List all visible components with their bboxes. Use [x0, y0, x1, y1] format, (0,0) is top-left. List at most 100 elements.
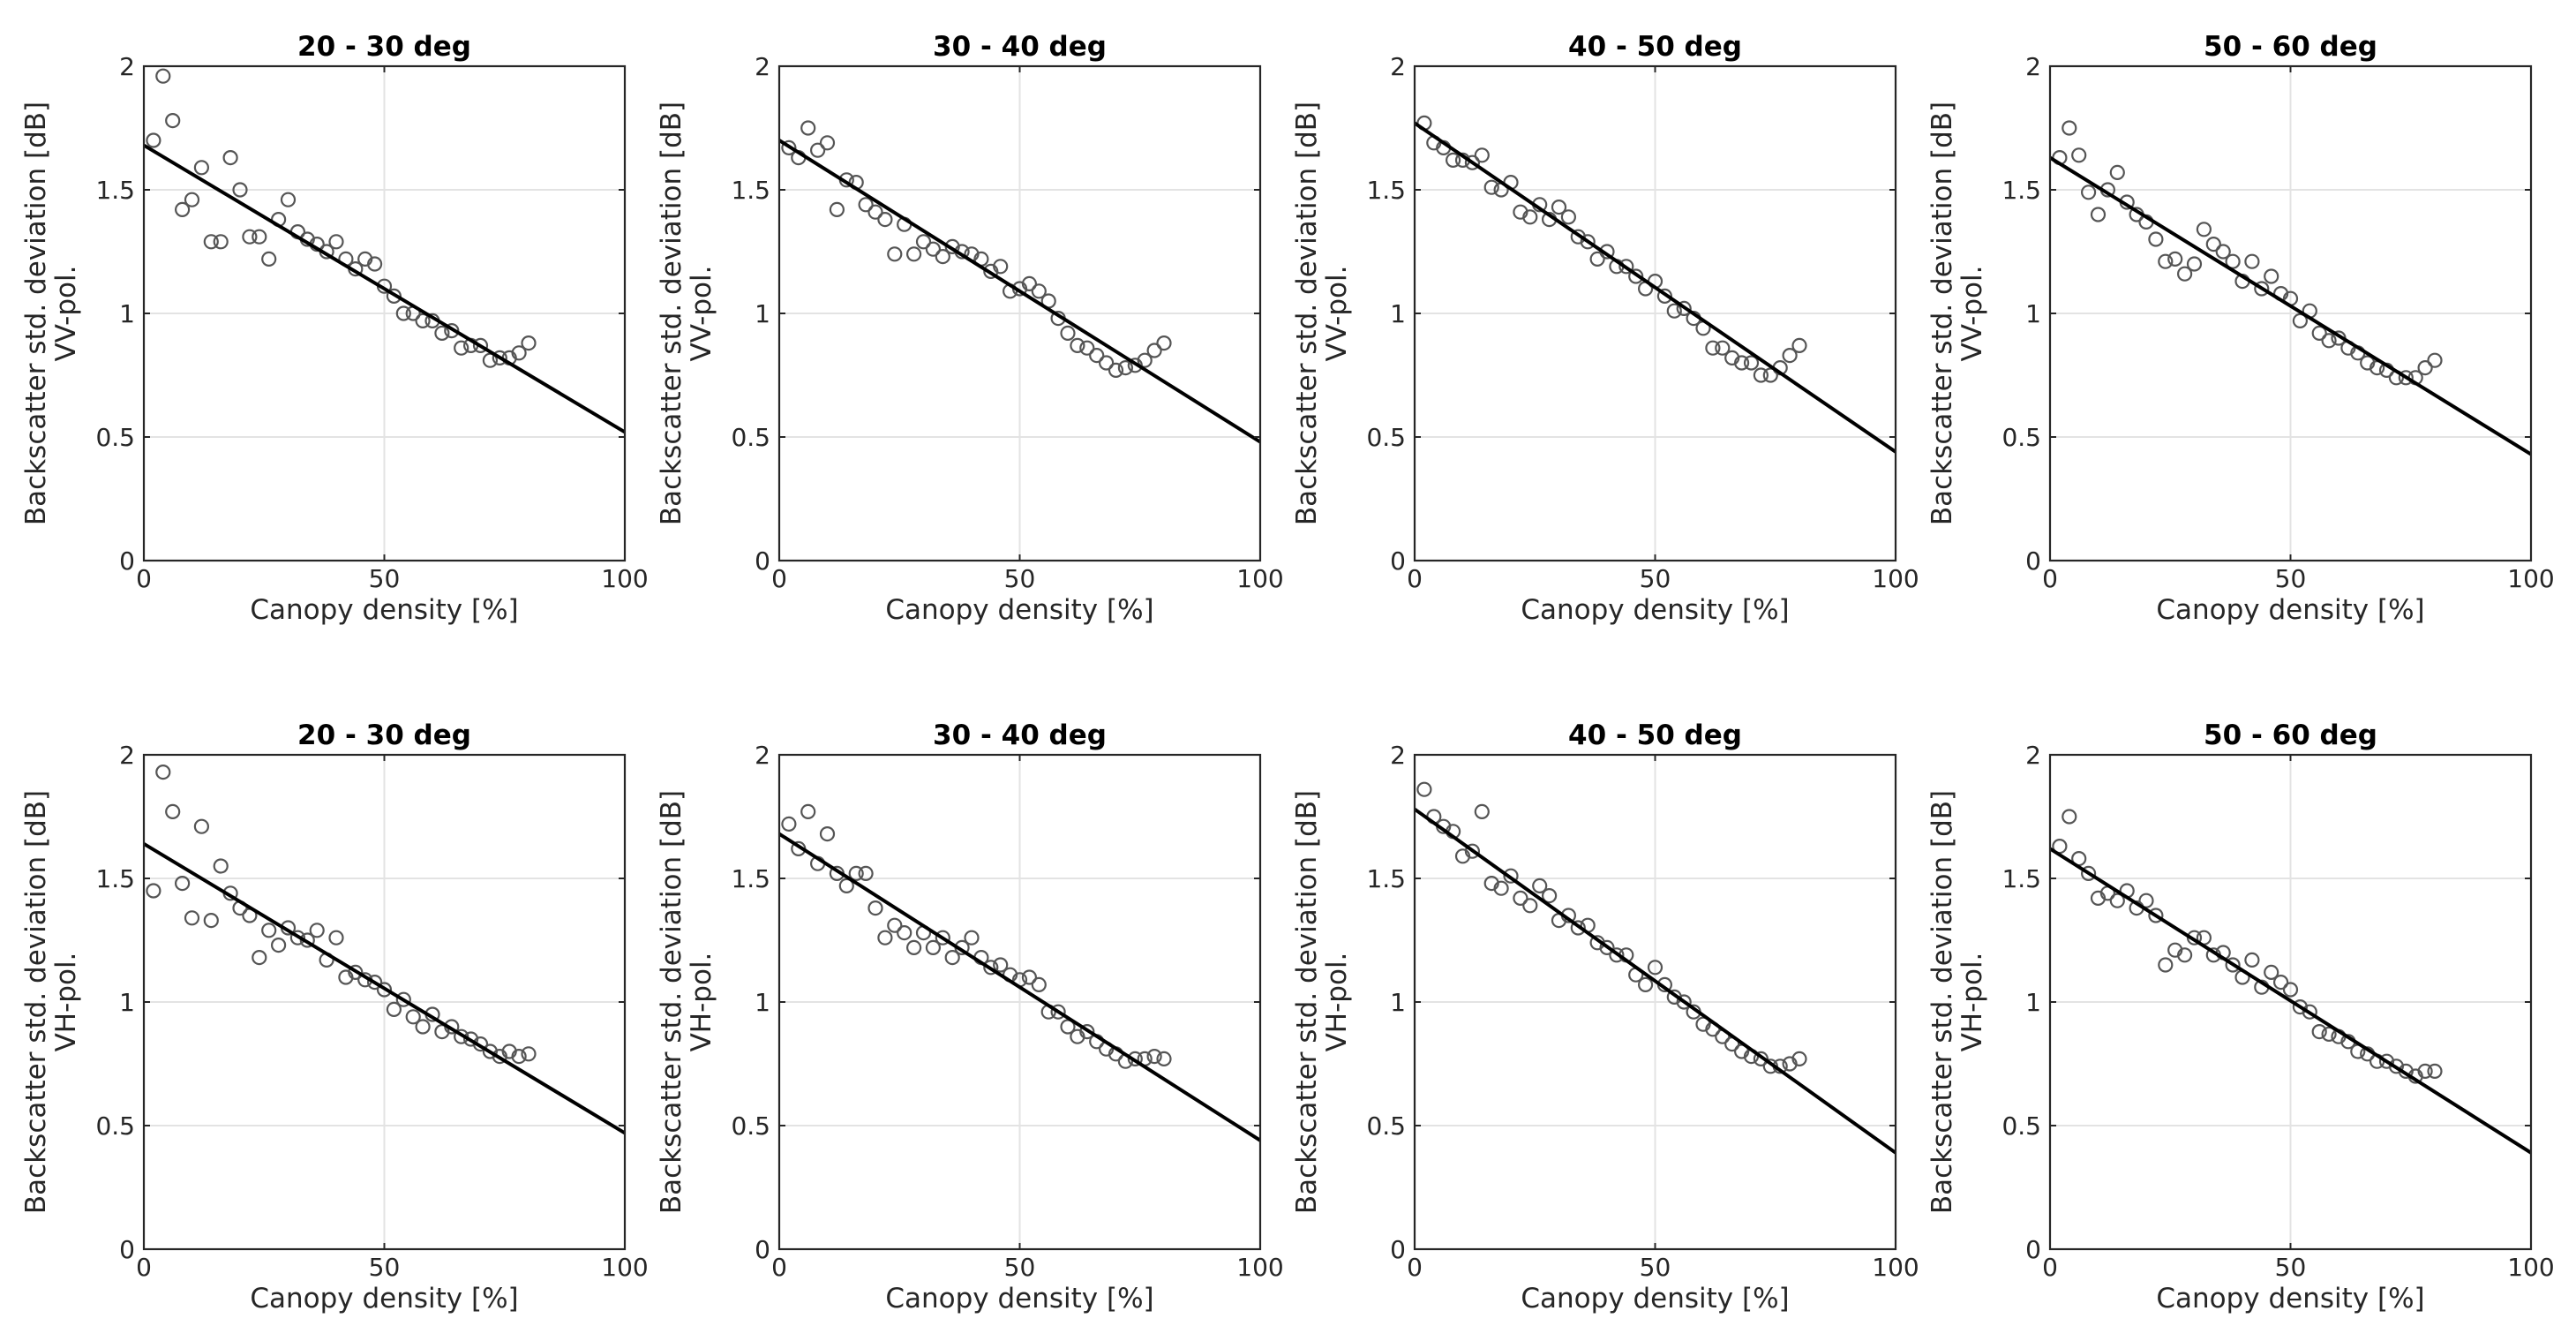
data-point	[1493, 880, 1509, 896]
y-tick-label: 2	[755, 52, 770, 81]
data-point	[1628, 268, 1644, 284]
y-tick-label: 0	[119, 1235, 135, 1264]
data-point	[1599, 939, 1615, 956]
y-axis-polarization-label: VV-pol.	[686, 266, 717, 362]
y-tick-label: 1	[755, 299, 770, 328]
data-point	[405, 1009, 421, 1025]
data-point	[2177, 266, 2193, 282]
y-tick-label: 1	[119, 299, 135, 328]
grid-lines	[144, 755, 625, 1249]
y-tick-label: 1	[119, 988, 135, 1017]
y-tick-label: 1	[2025, 988, 2041, 1017]
x-tick-label: 50	[1004, 564, 1036, 593]
data-point	[2321, 1026, 2337, 1043]
y-axis-polarization-label: VH-pol.	[50, 953, 82, 1052]
data-point	[395, 991, 411, 1007]
data-point	[2321, 333, 2337, 349]
y-tick-label: 0	[2025, 1235, 2041, 1264]
data-point	[800, 120, 816, 136]
y-axis-label: Backscatter std. deviation [dB]	[1291, 102, 1323, 525]
data-point	[511, 345, 527, 361]
data-point	[175, 201, 191, 217]
data-point	[328, 930, 344, 945]
ticks: 0 50 100 0 0.5 1 1.5 2	[95, 741, 648, 1282]
x-tick-label: 50	[369, 1253, 401, 1282]
data-point	[867, 204, 883, 220]
subplot-7: 0 50 100 0 0.5 1 1.5 2 40 - 50 deg Canopy density…	[1291, 719, 1919, 1315]
data-point	[1609, 947, 1625, 963]
data-point	[1474, 803, 1490, 820]
data-point	[252, 949, 267, 966]
data-point	[838, 878, 854, 894]
y-tick-label: 1.5	[731, 176, 770, 205]
data-point	[472, 337, 489, 353]
data-point	[1070, 337, 1085, 353]
subplot-3: 0 50 100 0 0.5 1 1.5 2 40 - 50 deg Canopy density…	[1291, 31, 1919, 626]
data-point	[2215, 244, 2231, 260]
data-point	[415, 1019, 431, 1035]
data-point	[2081, 185, 2097, 200]
data-point	[809, 142, 826, 158]
subplot-6: 0 50 100 0 0.5 1 1.5 2 30 - 40 deg Canopy density…	[656, 719, 1284, 1315]
data-point	[165, 113, 181, 129]
data-points	[2052, 120, 2443, 386]
data-point	[203, 234, 219, 250]
ticks: 0 50 100 0 0.5 1 1.5 2	[731, 52, 1283, 593]
data-point	[376, 982, 393, 998]
fit-line	[1415, 807, 1896, 1155]
y-tick-label: 1.5	[2001, 176, 2041, 205]
data-point	[2090, 207, 2107, 222]
data-points	[146, 68, 537, 368]
data-point	[887, 917, 903, 933]
data-point	[1532, 878, 1548, 894]
data-point	[1079, 1023, 1095, 1040]
data-point	[2186, 256, 2203, 272]
y-axis-label: Backscatter std. deviation [dB]	[1291, 790, 1323, 1214]
grid-lines	[779, 755, 1260, 1249]
data-points	[146, 764, 537, 1065]
subplot-title: 30 - 40 deg	[933, 31, 1107, 63]
y-tick-label: 2	[119, 741, 135, 770]
data-point	[781, 139, 797, 155]
data-point	[781, 816, 797, 832]
x-tick-label: 0	[2042, 564, 2058, 593]
data-point	[222, 150, 238, 166]
data-point	[1782, 348, 1798, 364]
data-point	[858, 197, 874, 213]
data-point	[1762, 367, 1778, 383]
fit-line	[2050, 847, 2531, 1155]
data-point	[1791, 1051, 1807, 1067]
data-point	[386, 1001, 402, 1018]
data-point	[367, 974, 383, 991]
data-point	[1551, 200, 1567, 215]
x-tick-label: 0	[2042, 1253, 2058, 1282]
data-point	[1098, 355, 1115, 371]
data-point	[935, 249, 950, 265]
data-points	[1416, 781, 1807, 1074]
data-point	[925, 241, 942, 257]
data-point	[1522, 209, 1538, 225]
data-point	[1589, 251, 1605, 267]
data-point	[877, 212, 893, 228]
x-tick-label: 50	[1640, 564, 1671, 593]
data-point	[2417, 1063, 2433, 1080]
data-point	[2148, 908, 2164, 923]
y-tick-label: 0	[2025, 546, 2041, 576]
y-tick-label: 1.5	[2001, 864, 2041, 893]
y-tick-label: 0.5	[95, 423, 135, 452]
data-point	[232, 182, 248, 198]
data-point	[2427, 1063, 2443, 1080]
data-point	[1753, 1051, 1769, 1067]
data-point	[1715, 340, 1731, 356]
data-point	[2311, 1023, 2327, 1040]
data-point	[915, 234, 932, 250]
y-tick-label: 2	[1390, 741, 1406, 770]
y-axis-polarization-label: VH-pol.	[1321, 953, 1353, 1052]
data-point	[1031, 976, 1047, 993]
ticks: 0 50 100 0 0.5 1 1.5 2	[2001, 741, 2554, 1282]
x-tick-label: 50	[1640, 1253, 1671, 1282]
data-point	[1127, 1051, 1143, 1067]
data-point	[1637, 976, 1654, 993]
data-point	[193, 160, 209, 176]
y-axis-label: Backscatter std. deviation [dB]	[20, 102, 52, 525]
